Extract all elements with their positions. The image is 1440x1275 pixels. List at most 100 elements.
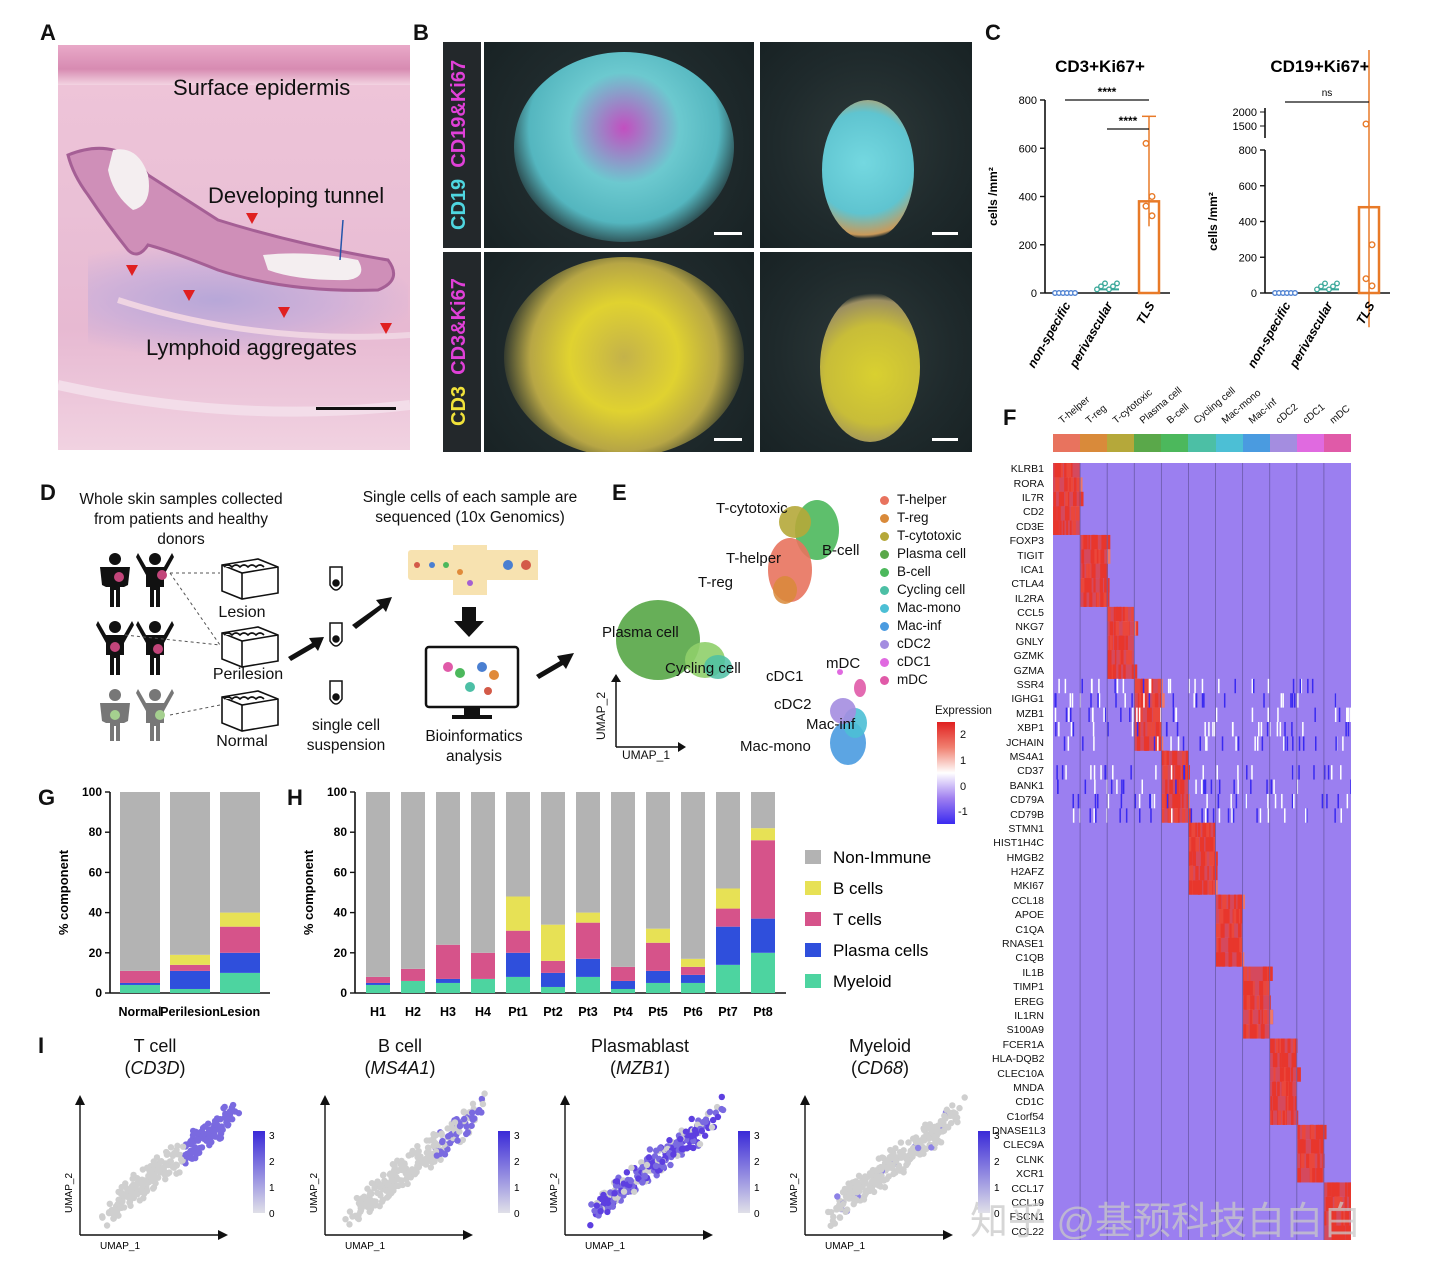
cell-point xyxy=(652,1162,660,1170)
category-label: Pt3 xyxy=(578,1005,598,1019)
colorbar xyxy=(738,1131,750,1213)
cell-point xyxy=(623,1169,631,1176)
cell-point xyxy=(459,1136,467,1144)
cell-point xyxy=(376,1181,383,1188)
heatmap-cell xyxy=(1298,765,1300,780)
umap-y-label: UMAP_2 xyxy=(549,1173,560,1213)
heatmap-cell xyxy=(1293,793,1295,809)
stacked-bar-segment xyxy=(366,792,390,977)
heatmap-cell xyxy=(1206,808,1209,823)
heatmap-cell xyxy=(1063,736,1066,751)
heatmap-gene-label: CD79B xyxy=(1010,808,1044,821)
heatmap-cell xyxy=(1214,722,1216,737)
cell-point xyxy=(151,1173,159,1180)
heatmap-gene-label: ICA1 xyxy=(1020,563,1044,576)
heatmap-cell xyxy=(1230,793,1232,809)
cell-point xyxy=(364,1203,371,1211)
heatmap-block xyxy=(1080,563,1108,579)
heatmap-cell xyxy=(1142,678,1145,694)
heatmap-gene-label: MKI67 xyxy=(1013,880,1044,893)
cell-point xyxy=(942,1115,949,1122)
heatmap-block xyxy=(1269,1096,1297,1111)
heatmap-cell xyxy=(1091,678,1093,694)
heatmap-cell xyxy=(1122,779,1125,794)
gene-label: (CD3D) xyxy=(124,1058,186,1078)
heatmap-cell xyxy=(1081,678,1084,694)
stacked-bar-segment xyxy=(170,792,210,955)
heatmap-cell xyxy=(1201,779,1203,794)
cell-point xyxy=(474,1108,482,1116)
cell-point xyxy=(425,1148,432,1156)
expression-title: Expression xyxy=(935,705,992,717)
cell-point xyxy=(901,1152,908,1159)
heatmap-cell xyxy=(1067,736,1070,751)
stacked-bar-segment xyxy=(471,952,495,979)
cell-point xyxy=(708,1124,716,1131)
stacked-bar-segment xyxy=(716,888,740,909)
patient-icons xyxy=(96,553,174,741)
cell-point xyxy=(718,1093,726,1101)
cell-point xyxy=(117,1190,125,1198)
heatmap-cell xyxy=(1257,736,1259,751)
cluster-color-cell xyxy=(1269,434,1297,452)
heatmap-cell xyxy=(1254,736,1256,751)
heatmap-cell xyxy=(1201,808,1203,823)
heatmap-cell xyxy=(1068,707,1070,722)
cell-point xyxy=(897,1139,905,1146)
data-point xyxy=(1292,290,1298,296)
y-tick-label: 20 xyxy=(334,946,348,960)
perilesion-label: Perilesion xyxy=(212,666,284,683)
heatmap-gene-label: FOXP3 xyxy=(1009,535,1044,548)
stacked-bar-segment xyxy=(220,912,260,927)
cell-point xyxy=(137,1179,144,1186)
colorbar-tick: 2 xyxy=(514,1157,520,1168)
axis-arrow xyxy=(75,1095,85,1105)
category-label: Pt7 xyxy=(718,1005,738,1019)
heatmap-cell xyxy=(1194,678,1196,694)
cell-point xyxy=(844,1194,851,1201)
heatmap-block xyxy=(1053,506,1081,521)
heatmap-cell xyxy=(1266,722,1269,737)
stacked-bar-segment xyxy=(220,926,260,953)
cell-point xyxy=(635,1175,642,1182)
cell-point xyxy=(172,1161,180,1168)
heatmap-block xyxy=(1134,722,1162,737)
cluster-color-cell xyxy=(1134,434,1162,452)
cell-point xyxy=(221,1103,228,1111)
lymphoid-aggregates-label: Lymphoid aggregates xyxy=(146,335,357,360)
heatmap-cell xyxy=(1235,793,1238,809)
heatmap-cell xyxy=(1273,779,1275,794)
y-tick-label: 80 xyxy=(89,825,103,839)
heatmap-gene-label: MNDA xyxy=(1013,1081,1044,1094)
legend-item: T-helper xyxy=(880,492,966,510)
legend-item: Cycling cell xyxy=(880,582,966,600)
normal-label: Normal xyxy=(216,733,268,750)
cell-point xyxy=(98,1213,106,1220)
cell-point xyxy=(217,1115,224,1123)
cell-point xyxy=(382,1187,390,1194)
heatmap-cell xyxy=(1338,707,1341,722)
stacked-bar-segment xyxy=(120,984,160,993)
data-point xyxy=(1326,286,1332,293)
cell-point xyxy=(419,1159,427,1166)
cell-point xyxy=(645,1154,653,1161)
expr-tick: 0 xyxy=(960,781,967,793)
heatmap-cell xyxy=(1097,693,1099,708)
stacked-bar-segment xyxy=(681,958,705,967)
panel-label-b: B xyxy=(413,20,429,45)
heatmap-block xyxy=(1188,880,1216,895)
heatmap-gene-label: TIMP1 xyxy=(1013,981,1044,994)
heatmap-cell xyxy=(1056,765,1058,780)
data-point xyxy=(1102,280,1108,287)
y-tick-label: 60 xyxy=(334,865,348,879)
heatmap-block xyxy=(1269,1081,1297,1097)
heatmap-cell xyxy=(1215,707,1218,722)
umap-plot xyxy=(611,500,867,765)
heatmap-cell xyxy=(1136,722,1139,737)
data-point xyxy=(1322,280,1328,287)
stacked-bar-segment xyxy=(170,964,210,971)
cell-point xyxy=(628,1164,635,1172)
heatmap-cell xyxy=(1124,693,1126,708)
cell-point xyxy=(163,1151,171,1158)
heatmap-gene-label: RORA xyxy=(1013,477,1044,490)
